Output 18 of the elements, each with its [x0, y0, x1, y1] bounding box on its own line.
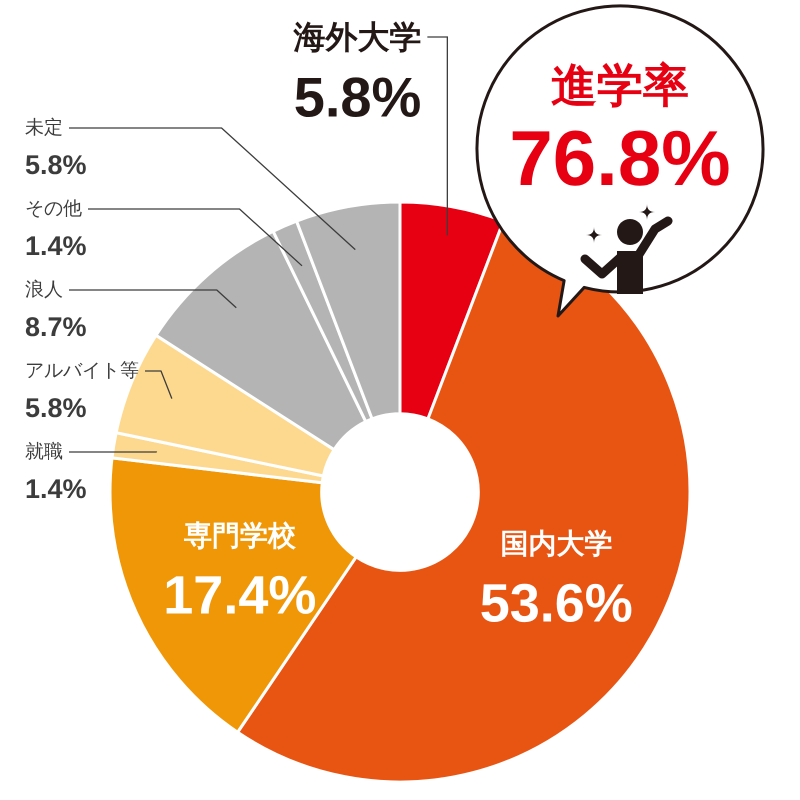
data-label: 53.6% [480, 573, 633, 634]
text: 進学率 [551, 59, 689, 111]
slice-label: 浪人 [25, 278, 63, 300]
slice-label: 国内大学 [500, 528, 612, 559]
data-label: 17.4% [163, 565, 316, 626]
slice-label: 未定 [25, 116, 63, 138]
slice-label: その他 [25, 198, 82, 220]
slice-label: 海外大学 [292, 19, 422, 55]
data-label: 1.4% [25, 231, 87, 261]
data-label: 5.8% [25, 393, 87, 423]
slice-label: 就職 [25, 442, 63, 462]
text: 76.8% [509, 114, 731, 202]
slice-label: 専門学校 [182, 520, 297, 551]
data-label: 8.7% [25, 312, 87, 342]
data-label: 5.8% [294, 66, 422, 128]
data-label: 1.4% [25, 474, 87, 504]
slice-label: アルバイト等 [25, 360, 139, 382]
data-label: 5.8% [25, 150, 87, 180]
